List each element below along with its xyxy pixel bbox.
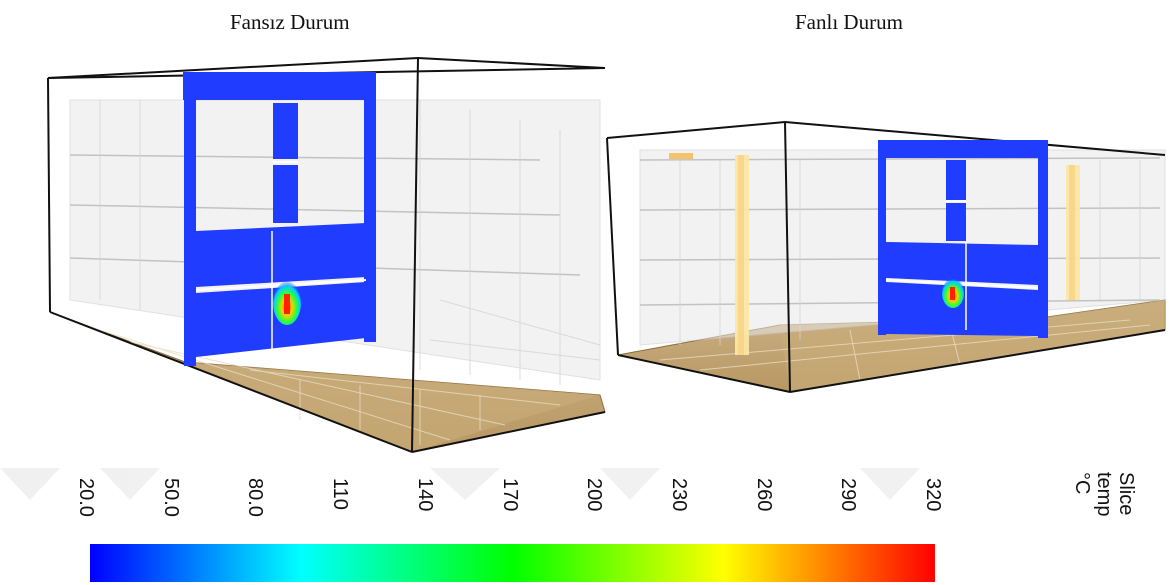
- colorbar-tick: 260: [753, 478, 775, 512]
- background-watermark: [0, 468, 920, 500]
- right-slice-plane: [878, 140, 1048, 338]
- left-bounding-box: [47, 57, 606, 453]
- colorbar-tick: 110: [329, 478, 351, 510]
- colorbar-label-unit: °C: [1071, 472, 1093, 495]
- colorbar-tick: 140: [414, 478, 436, 512]
- colorbar-tick: 50.0: [160, 478, 182, 517]
- colorbar-tick: 80.0: [244, 478, 266, 517]
- panel-title-fansiz: Fansız Durum: [230, 10, 350, 34]
- colorbar-tick: 170: [499, 478, 521, 512]
- colorbar-label-temp: temp: [1093, 472, 1115, 517]
- left-slice-plane: [183, 72, 376, 366]
- colorbar-tick: 290: [837, 478, 859, 512]
- colorbar-tick: 320: [922, 478, 944, 512]
- right-bounding-box: [606, 121, 1166, 393]
- right-scene: [606, 121, 1166, 393]
- colorbar-label-slice: Slice: [1115, 472, 1137, 516]
- temperature-colorbar: [90, 544, 935, 582]
- panel-title-fanli: Fanlı Durum: [795, 10, 903, 34]
- right-heated-columns: [669, 153, 1080, 355]
- colorbar-tick: 20.0: [75, 478, 97, 517]
- colorbar-tick: 200: [583, 478, 605, 512]
- colorbar-tick: 230: [668, 478, 690, 512]
- left-scene: [47, 57, 606, 453]
